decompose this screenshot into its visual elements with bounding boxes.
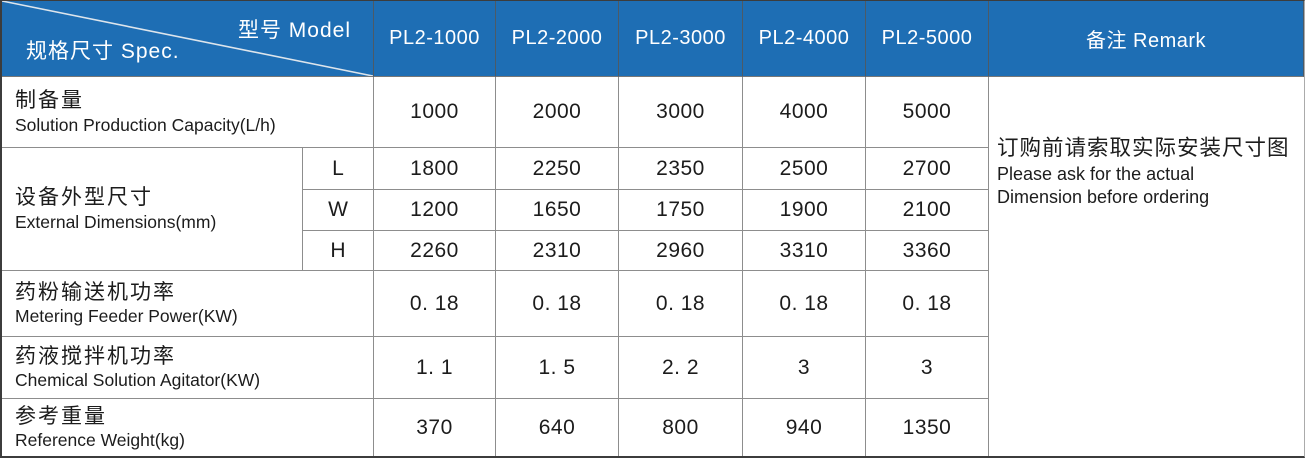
cell-dim-W-1: 1200 <box>374 190 496 231</box>
cell-feeder-4: 0. 18 <box>743 271 866 337</box>
cell-feeder-5: 0. 18 <box>866 271 989 337</box>
cell-feeder-2: 0. 18 <box>496 271 619 337</box>
cell-weight-4: 940 <box>743 399 866 456</box>
row-label-dimensions: 设备外型尺寸 External Dimensions(mm) <box>2 148 303 271</box>
cell-capacity-4: 4000 <box>743 77 866 148</box>
dim-sublabel-H: H <box>303 231 374 271</box>
dim-sublabel-L: L <box>303 148 374 190</box>
cell-weight-3: 800 <box>619 399 743 456</box>
weight-label-zh: 参考重量 <box>15 404 107 428</box>
row-label-agitator: 药液搅拌机功率 Chemical Solution Agitator(KW) <box>2 337 374 399</box>
cell-dim-H-2: 2310 <box>496 231 619 271</box>
agitator-label-en: Chemical Solution Agitator(KW) <box>15 370 261 391</box>
cell-dim-W-2: 1650 <box>496 190 619 231</box>
row-label-feeder: 药粉输送机功率 Metering Feeder Power(KW) <box>2 271 374 337</box>
cell-dim-H-4: 3310 <box>743 231 866 271</box>
header-remark: 备注 Remark <box>989 1 1304 77</box>
cell-capacity-3: 3000 <box>619 77 743 148</box>
header-model-pl2-2000: PL2-2000 <box>496 1 619 77</box>
cell-dim-W-3: 1750 <box>619 190 743 231</box>
remark-cell: 订购前请索取实际安装尺寸图 Please ask for the actual … <box>989 77 1304 456</box>
cell-capacity-5: 5000 <box>866 77 989 148</box>
cell-dim-L-1: 1800 <box>374 148 496 190</box>
feeder-label-zh: 药粉输送机功率 <box>15 280 176 304</box>
dim-sublabel-W: W <box>303 190 374 231</box>
remark-text-en-line1: Please ask for the actual <box>997 163 1195 184</box>
header-model-pl2-4000: PL2-4000 <box>743 1 866 77</box>
cell-agitator-4: 3 <box>743 337 866 399</box>
cell-dim-W-4: 1900 <box>743 190 866 231</box>
capacity-label-en: Solution Production Capacity(L/h) <box>15 114 276 135</box>
row-label-weight: 参考重量 Reference Weight(kg) <box>2 399 374 456</box>
cell-dim-H-1: 2260 <box>374 231 496 271</box>
diagonal-divider-line <box>2 1 373 76</box>
cell-capacity-2: 2000 <box>496 77 619 148</box>
row-label-capacity: 制备量 Solution Production Capacity(L/h) <box>2 77 374 148</box>
feeder-label-en: Metering Feeder Power(KW) <box>15 306 238 327</box>
weight-label-en: Reference Weight(kg) <box>15 430 185 451</box>
cell-agitator-1: 1. 1 <box>374 337 496 399</box>
dimensions-label-en: External Dimensions(mm) <box>15 211 217 232</box>
cell-capacity-1: 1000 <box>374 77 496 148</box>
model-header-label: 型号 Model <box>237 19 351 42</box>
cell-weight-2: 640 <box>496 399 619 456</box>
dimensions-label-zh: 设备外型尺寸 <box>15 186 153 210</box>
remark-text-en-line2: Dimension before ordering <box>997 187 1210 208</box>
cell-dim-L-5: 2700 <box>866 148 989 190</box>
cell-dim-L-2: 2250 <box>496 148 619 190</box>
cell-dim-L-4: 2500 <box>743 148 866 190</box>
header-spec-model-cell: 型号 Model 规格尺寸 Spec. <box>2 1 374 77</box>
cell-dim-W-5: 2100 <box>866 190 989 231</box>
header-model-pl2-5000: PL2-5000 <box>866 1 989 77</box>
cell-dim-H-3: 2960 <box>619 231 743 271</box>
cell-weight-1: 370 <box>374 399 496 456</box>
cell-agitator-2: 1. 5 <box>496 337 619 399</box>
cell-dim-L-3: 2350 <box>619 148 743 190</box>
cell-agitator-5: 3 <box>866 337 989 399</box>
spec-header-label: 规格尺寸 Spec. <box>26 40 180 63</box>
remark-text-zh: 订购前请索取实际安装尺寸图 <box>997 136 1290 160</box>
header-model-pl2-3000: PL2-3000 <box>619 1 743 77</box>
cell-agitator-3: 2. 2 <box>619 337 743 399</box>
agitator-label-zh: 药液搅拌机功率 <box>15 344 176 368</box>
header-model-pl2-1000: PL2-1000 <box>374 1 496 77</box>
cell-feeder-3: 0. 18 <box>619 271 743 337</box>
cell-feeder-1: 0. 18 <box>374 271 496 337</box>
capacity-label-zh: 制备量 <box>15 89 84 113</box>
cell-weight-5: 1350 <box>866 399 989 456</box>
cell-dim-H-5: 3360 <box>866 231 989 271</box>
